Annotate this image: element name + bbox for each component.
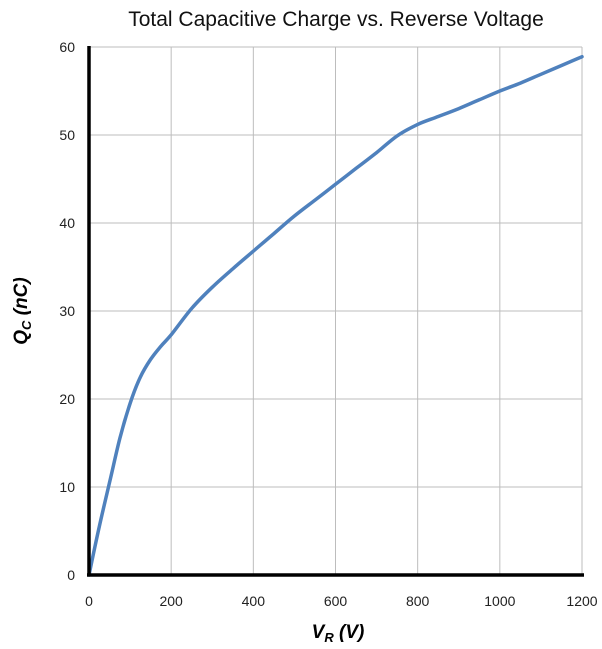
x-axis-title-subscript: R — [324, 630, 334, 645]
x-tick-label: 400 — [242, 593, 266, 609]
x-axis-title: VR (V) — [312, 622, 365, 645]
x-axis-title-unit: (V) — [334, 622, 365, 643]
series-layer — [87, 54, 584, 577]
x-tick-label: 0 — [85, 593, 93, 609]
y-tick-label: 40 — [59, 215, 75, 231]
x-tick-label: 800 — [406, 593, 430, 609]
y-axis-title-main: Q — [11, 330, 32, 345]
series-line-0 — [87, 54, 584, 577]
y-tick-label: 0 — [67, 567, 75, 583]
chart-title: Total Capacitive Charge vs. Reverse Volt… — [128, 8, 544, 31]
y-axis-title: QC (nC) — [11, 277, 34, 344]
y-gridlines — [89, 46, 582, 576]
x-tick-labels: 0 200 400 600 800 1000 1200 — [85, 593, 598, 609]
y-tick-label: 50 — [59, 127, 75, 143]
y-tick-label: 20 — [59, 391, 75, 407]
y-tick-label: 30 — [59, 303, 75, 319]
y-axis-title-unit: (nC) — [11, 277, 32, 320]
y-tick-labels: 0 10 20 30 40 50 60 — [59, 39, 75, 583]
x-tick-label: 1000 — [484, 593, 515, 609]
x-tick-label: 200 — [159, 593, 183, 609]
y-tick-label: 60 — [59, 39, 75, 55]
y-tick-label: 10 — [59, 479, 75, 495]
x-axis-title-main: V — [312, 622, 326, 643]
y-axis-title-subscript: C — [19, 320, 34, 330]
x-tick-label: 600 — [324, 593, 348, 609]
x-tick-label: 1200 — [566, 593, 597, 609]
